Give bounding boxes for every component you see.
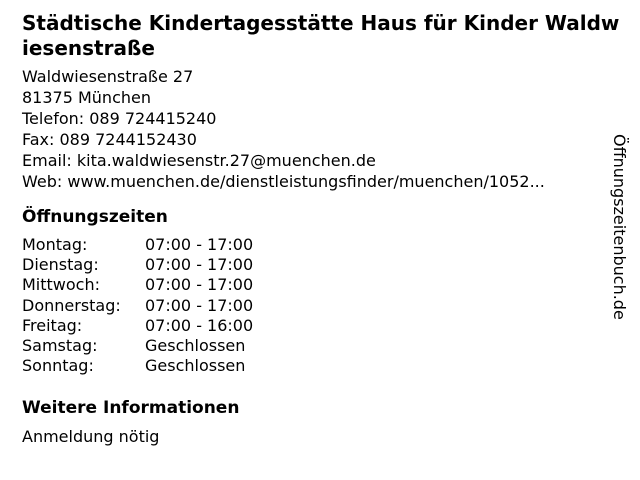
site-watermark: Öffnungszeitenbuch.de <box>610 134 629 320</box>
day-label: Montag: <box>22 235 88 254</box>
phone-line: Telefon: 089 724415240 <box>22 109 217 128</box>
day-label: Mittwoch: <box>22 275 100 295</box>
time-value: Geschlossen <box>145 336 246 356</box>
hours-row-wednesday: Mittwoch: 07:00 - 17:00 <box>22 275 640 295</box>
address-city: 81375 München <box>22 88 151 107</box>
time-value: 07:00 - 17:00 <box>145 255 254 275</box>
hours-row-sunday: Sonntag: Geschlossen <box>22 356 640 376</box>
web-line: Web: www.muenchen.de/dienstleistungsfind… <box>22 172 545 191</box>
time-value: 07:00 - 17:00 <box>145 275 254 295</box>
hours-row-thursday: Donnerstag: 07:00 - 17:00 <box>22 296 640 316</box>
day-label: Samstag: <box>22 336 98 356</box>
email-line: Email: kita.waldwiesenstr.27@muenchen.de <box>22 151 376 170</box>
fax-line: Fax: 089 7244152430 <box>22 130 197 149</box>
facility-info-page: Städtische Kindertagesstätte Haus für Ki… <box>22 11 640 447</box>
hours-row-tuesday: Dienstag: 07:00 - 17:00 <box>22 255 640 275</box>
day-label: Freitag: <box>22 315 83 335</box>
more-info-text: Anmeldung nötig <box>22 427 160 447</box>
more-info-heading: Weitere Informationen <box>22 398 240 419</box>
day-label: Sonntag: <box>22 356 94 376</box>
hours-row-friday: Freitag: 07:00 - 16:00 <box>22 316 640 336</box>
opening-hours-heading: Öffnungszeiten <box>22 207 168 227</box>
day-label: Dienstag: <box>22 255 99 275</box>
page-title: Städtische Kindertagesstätte Haus für Ki… <box>22 11 620 60</box>
time-value: 07:00 - 17:00 <box>145 295 254 315</box>
day-label: Donnerstag: <box>22 295 121 315</box>
opening-hours-table: Montag: 07:00 - 17:00 Dienstag: 07:00 - 17… <box>22 235 640 376</box>
time-value: 07:00 - 16:00 <box>145 315 254 335</box>
time-value: Geschlossen <box>145 356 246 376</box>
time-value: 07:00 - 17:00 <box>145 235 254 254</box>
hours-row-saturday: Samstag: Geschlossen <box>22 336 640 356</box>
address-street: Waldwiesenstraße 27 <box>22 67 194 86</box>
contact-block: Waldwiesenstraße 27 81375 München Telefo… <box>22 66 640 192</box>
hours-row-monday: Montag: 07:00 - 17:00 <box>22 235 640 255</box>
